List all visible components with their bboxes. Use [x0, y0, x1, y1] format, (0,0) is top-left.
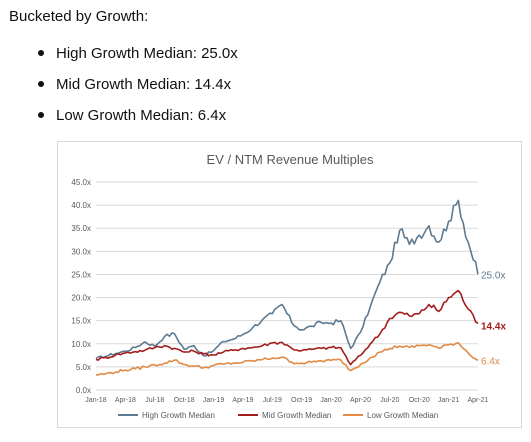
y-tick-label: 40.0x: [71, 201, 91, 210]
bullet-high-growth: High Growth Median: 25.0x: [36, 44, 238, 75]
chart-title: EV / NTM Revenue Multiples: [207, 152, 374, 167]
series-end-label: 14.4x: [481, 321, 506, 332]
legend-label: High Growth Median: [142, 411, 215, 420]
x-tick-label: Jan-21: [438, 397, 460, 404]
y-tick-label: 30.0x: [71, 247, 91, 256]
x-tick-label: Jul-20: [380, 397, 399, 404]
y-tick-label: 5.0x: [76, 363, 91, 372]
x-tick-label: Oct-20: [409, 397, 430, 404]
x-tick-label: Oct-19: [291, 397, 312, 404]
x-tick-label: Oct-18: [174, 397, 195, 404]
x-tick-label: Jan-20: [320, 397, 342, 404]
bullet-dot-icon: [38, 112, 44, 118]
bullet-dot-icon: [38, 81, 44, 87]
y-tick-label: 25.0x: [71, 270, 91, 279]
bullet-mid-growth: Mid Growth Median: 14.4x: [36, 75, 238, 106]
x-tick-label: Jul-18: [145, 397, 164, 404]
bullet-low-growth: Low Growth Median: 6.4x: [36, 106, 238, 137]
bullet-dot-icon: [38, 50, 44, 56]
y-tick-label: 15.0x: [71, 317, 91, 326]
series-end-label: 25.0x: [481, 270, 505, 281]
y-tick-label: 10.0x: [71, 340, 91, 349]
bullet-text: Mid Growth Median: 14.4x: [56, 76, 232, 93]
legend-label: Mid Growth Median: [262, 411, 331, 420]
intro-heading: Bucketed by Growth:: [9, 8, 149, 25]
line-chart: EV / NTM Revenue Multiples 0.0x 5.0x 10.0x…: [71, 152, 506, 420]
chart-frame: EV / NTM Revenue Multiples 0.0x 5.0x 10.0x…: [57, 141, 522, 428]
x-tick-label: Apr-21: [467, 397, 488, 404]
x-tick-label: Apr-19: [232, 397, 253, 404]
y-tick-label: 45.0x: [71, 178, 91, 187]
y-tick-label: 35.0x: [71, 224, 91, 233]
y-tick-label: 20.0x: [71, 294, 91, 303]
series-line-low-growth-median: [95, 342, 479, 376]
x-tick-label: Jan-18: [85, 397, 107, 404]
series-lines: [95, 199, 479, 376]
x-tick-label: Jan-19: [203, 397, 225, 404]
end-labels: 25.0x 14.4x 6.4x: [481, 270, 506, 367]
x-axis-ticks: Jan-18 Apr-18 Jul-18 Oct-18 Jan-19 Apr-19 Jul-…: [85, 397, 488, 404]
y-tick-label: 0.0x: [76, 386, 91, 395]
grid-lines: [96, 181, 478, 391]
x-tick-label: Apr-18: [115, 397, 136, 404]
legend-label: Low Growth Median: [367, 411, 438, 420]
series-line-high-growth-median: [95, 199, 479, 360]
legend: High Growth Median Mid Growth Median Low G…: [118, 411, 438, 420]
bullet-text: Low Growth Median: 6.4x: [56, 107, 227, 124]
y-axis-ticks: 0.0x 5.0x 10.0x 15.0x 20.0x 25.0x 30.0x 35.0x 40…: [71, 178, 91, 395]
series-line-mid-growth-median: [95, 289, 479, 366]
x-tick-label: Jul-19: [263, 397, 282, 404]
series-end-label: 6.4x: [481, 356, 500, 367]
bullet-list: High Growth Median: 25.0x Mid Growth Med…: [36, 44, 238, 137]
bullet-text: High Growth Median: 25.0x: [56, 45, 238, 62]
x-tick-label: Apr-20: [350, 397, 371, 404]
